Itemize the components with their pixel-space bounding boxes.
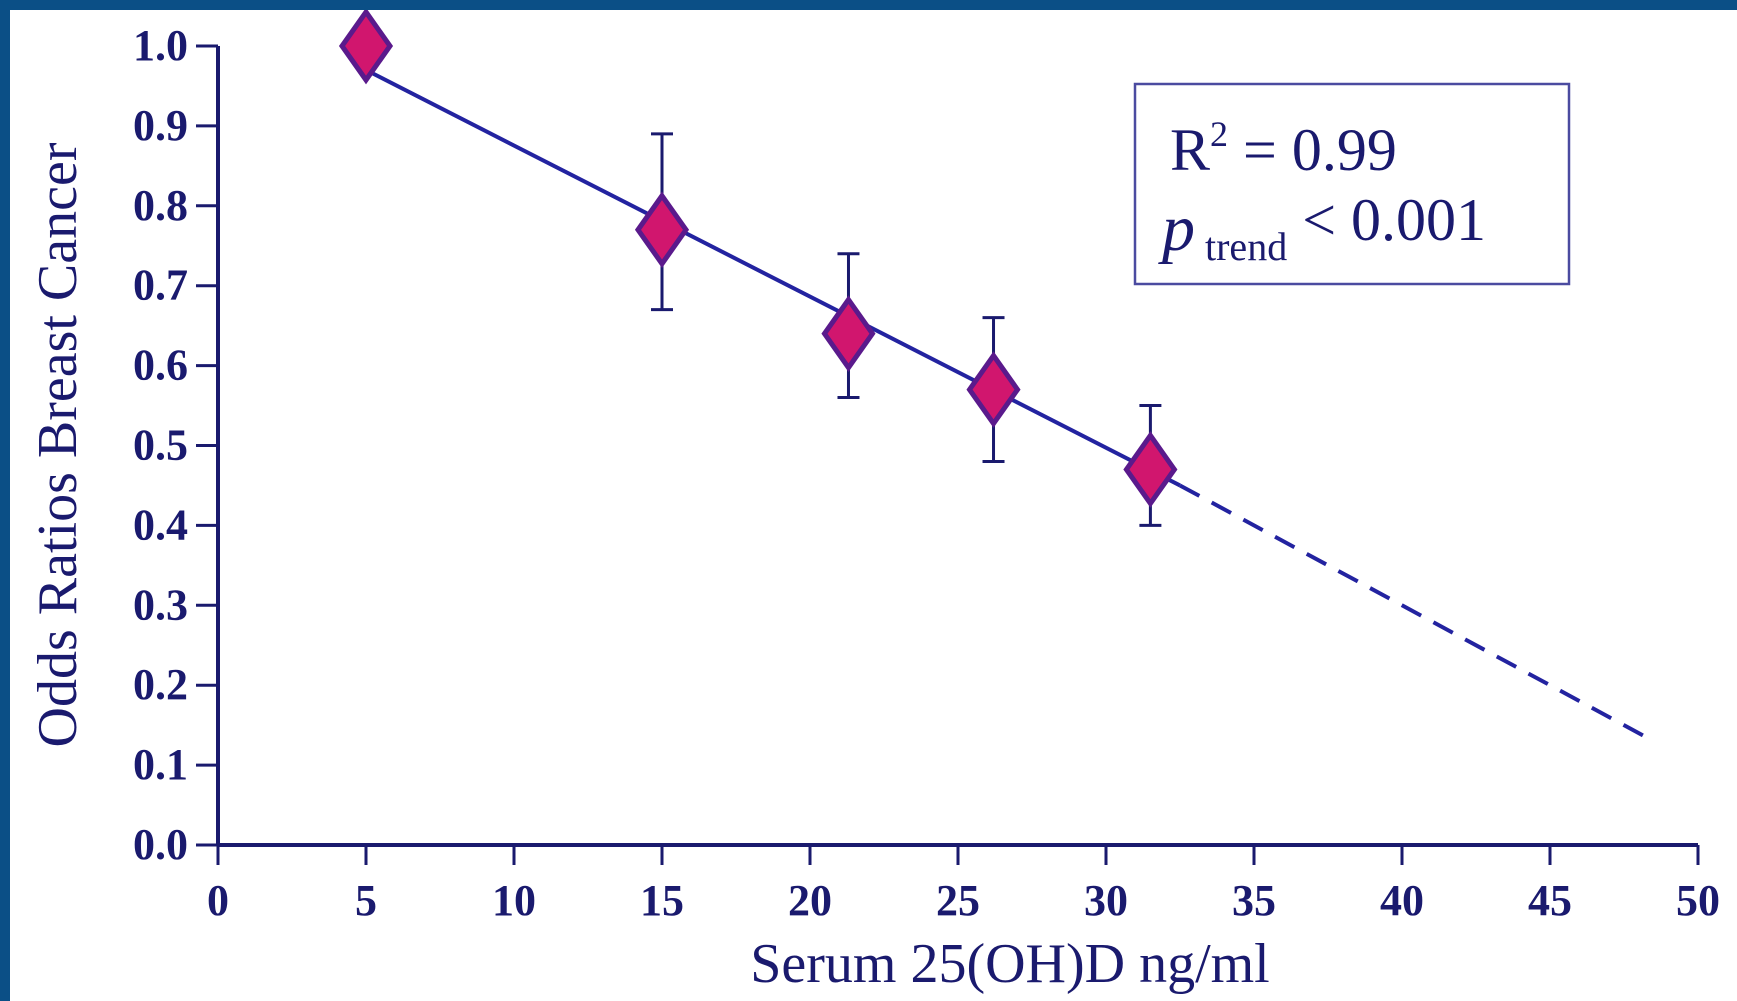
x-tick-label: 0 bbox=[207, 876, 229, 925]
trend-lines bbox=[365, 68, 1655, 743]
y-tick-label: 0.6 bbox=[133, 341, 188, 390]
x-tick-label: 50 bbox=[1676, 876, 1720, 925]
p-trend-text: p trend < 0.001 bbox=[1158, 187, 1486, 269]
y-tick-label: 0.2 bbox=[133, 660, 188, 709]
y-tick-label: 0.1 bbox=[133, 740, 188, 789]
data-point-marker bbox=[338, 10, 394, 85]
p-value: < 0.001 bbox=[1287, 187, 1486, 253]
x-tick-label: 45 bbox=[1528, 876, 1572, 925]
y-tick-label: 0.9 bbox=[133, 101, 188, 150]
r-squared-text: R2 = 0.99 bbox=[1170, 114, 1397, 183]
y-tick-label: 0.3 bbox=[133, 580, 188, 629]
r-squared-exponent: 2 bbox=[1210, 114, 1228, 154]
x-axis-title: Serum 25(OH)D ng/ml bbox=[750, 933, 1270, 995]
stats-annotation: R2 = 0.99 p trend < 0.001 bbox=[1133, 82, 1571, 286]
chart-frame: 0.0 0.1 0.2 0.3 0.4 0.5 0.6 0.7 0.8 0.9 1.0 0 5 10 15… bbox=[10, 10, 1737, 1001]
p-label: p bbox=[1158, 192, 1195, 265]
y-tick-label: 0.7 bbox=[133, 261, 188, 310]
x-tick-label: 10 bbox=[492, 876, 536, 925]
x-axis-ticks: 0 5 10 15 20 25 30 35 40 45 50 bbox=[207, 845, 1720, 925]
y-tick-label: 0.0 bbox=[133, 820, 188, 869]
y-tick-label: 1.0 bbox=[133, 21, 188, 70]
y-tick-label: 0.8 bbox=[133, 181, 188, 230]
y-axis-title: Odds Ratios Breast Cancer bbox=[27, 142, 89, 747]
x-tick-label: 25 bbox=[936, 876, 980, 925]
data-point-marker bbox=[821, 295, 876, 372]
x-tick-label: 15 bbox=[640, 876, 684, 925]
error-bars bbox=[651, 132, 1162, 527]
trend-line-solid bbox=[365, 68, 1181, 488]
r-squared-value: = 0.99 bbox=[1228, 117, 1397, 183]
y-axis-ticks: 0.0 0.1 0.2 0.3 0.4 0.5 0.6 0.7 0.8 0.9 1.0 bbox=[133, 21, 218, 869]
data-point-marker bbox=[966, 351, 1021, 428]
trend-line-dashed bbox=[1179, 483, 1655, 743]
x-tick-label: 40 bbox=[1380, 876, 1424, 925]
y-tick-label: 0.4 bbox=[133, 500, 188, 549]
data-markers bbox=[338, 10, 1178, 508]
r-squared-label: R bbox=[1170, 117, 1210, 183]
data-point-marker bbox=[1123, 431, 1178, 508]
y-tick-label: 0.5 bbox=[133, 421, 188, 470]
x-tick-label: 35 bbox=[1232, 876, 1276, 925]
p-subscript: trend bbox=[1205, 224, 1287, 269]
stats-box bbox=[1133, 82, 1571, 286]
data-point-marker bbox=[634, 191, 690, 269]
x-tick-label: 20 bbox=[788, 876, 832, 925]
x-tick-label: 5 bbox=[355, 876, 377, 925]
odds-ratio-chart: 0.0 0.1 0.2 0.3 0.4 0.5 0.6 0.7 0.8 0.9 1.0 0 5 10 15… bbox=[27, 10, 1720, 995]
x-tick-label: 30 bbox=[1084, 876, 1128, 925]
